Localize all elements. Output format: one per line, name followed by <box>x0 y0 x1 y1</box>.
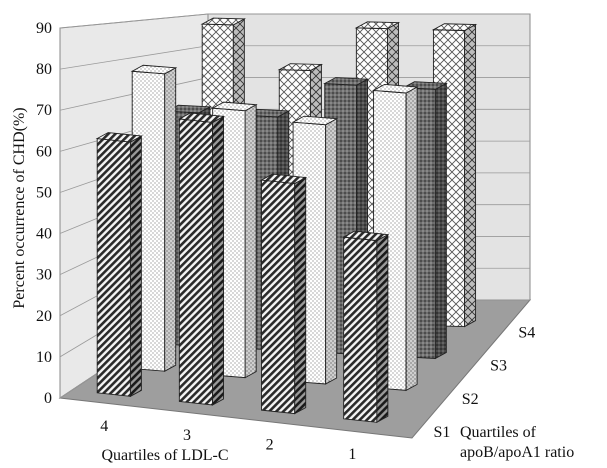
x-tick-label: 3 <box>183 427 191 444</box>
bar-front <box>261 180 294 414</box>
y-tick-label: 40 <box>36 226 52 243</box>
bar-front <box>179 119 212 405</box>
y-tick-label: 90 <box>36 20 52 37</box>
bar-front <box>344 237 377 422</box>
x-tick-label: 1 <box>348 446 356 463</box>
bar-side <box>435 83 446 358</box>
y-tick-label: 10 <box>36 349 52 366</box>
z-tick-label: S2 <box>462 391 479 408</box>
bar-side <box>326 119 337 384</box>
bar-side <box>245 105 256 378</box>
x-axis-title: Quartiles of LDL-C <box>101 447 228 464</box>
bar-side <box>406 87 417 390</box>
y-tick-label: 20 <box>36 308 52 325</box>
y-axis: 0 10 20 30 40 50 60 70 80 90 <box>36 20 52 407</box>
z-axis-title-line2: apoB/apoA1 ratio <box>460 444 574 461</box>
y-tick-label: 0 <box>44 390 52 407</box>
bar-side <box>165 68 176 371</box>
y-axis-title: Percent occurrence of CHD(%) <box>11 107 28 308</box>
y-tick-label: 70 <box>36 102 52 119</box>
bar-s1-2 <box>261 174 305 414</box>
z-axis-title-line1: Quartiles of <box>460 424 537 441</box>
bar-side <box>377 235 388 423</box>
y-tick-label: 60 <box>36 143 52 160</box>
z-tick-label: S3 <box>490 358 507 375</box>
bar-side <box>130 136 141 396</box>
bar-side <box>213 116 224 405</box>
bar-s1-3 <box>179 113 223 405</box>
z-tick-label: S1 <box>433 424 450 441</box>
y-tick-label: 80 <box>36 61 52 78</box>
y-tick-label: 30 <box>36 267 52 284</box>
x-tick-label: 4 <box>100 418 108 435</box>
z-tick-label: S4 <box>518 325 535 342</box>
y-tick-label: 50 <box>36 184 52 201</box>
bar-s1-4 <box>97 133 141 397</box>
x-tick-label: 2 <box>266 437 274 454</box>
bar-side <box>295 178 306 414</box>
bar-s1-1 <box>344 231 388 422</box>
bar-front <box>97 139 130 397</box>
bar-side <box>465 25 476 327</box>
